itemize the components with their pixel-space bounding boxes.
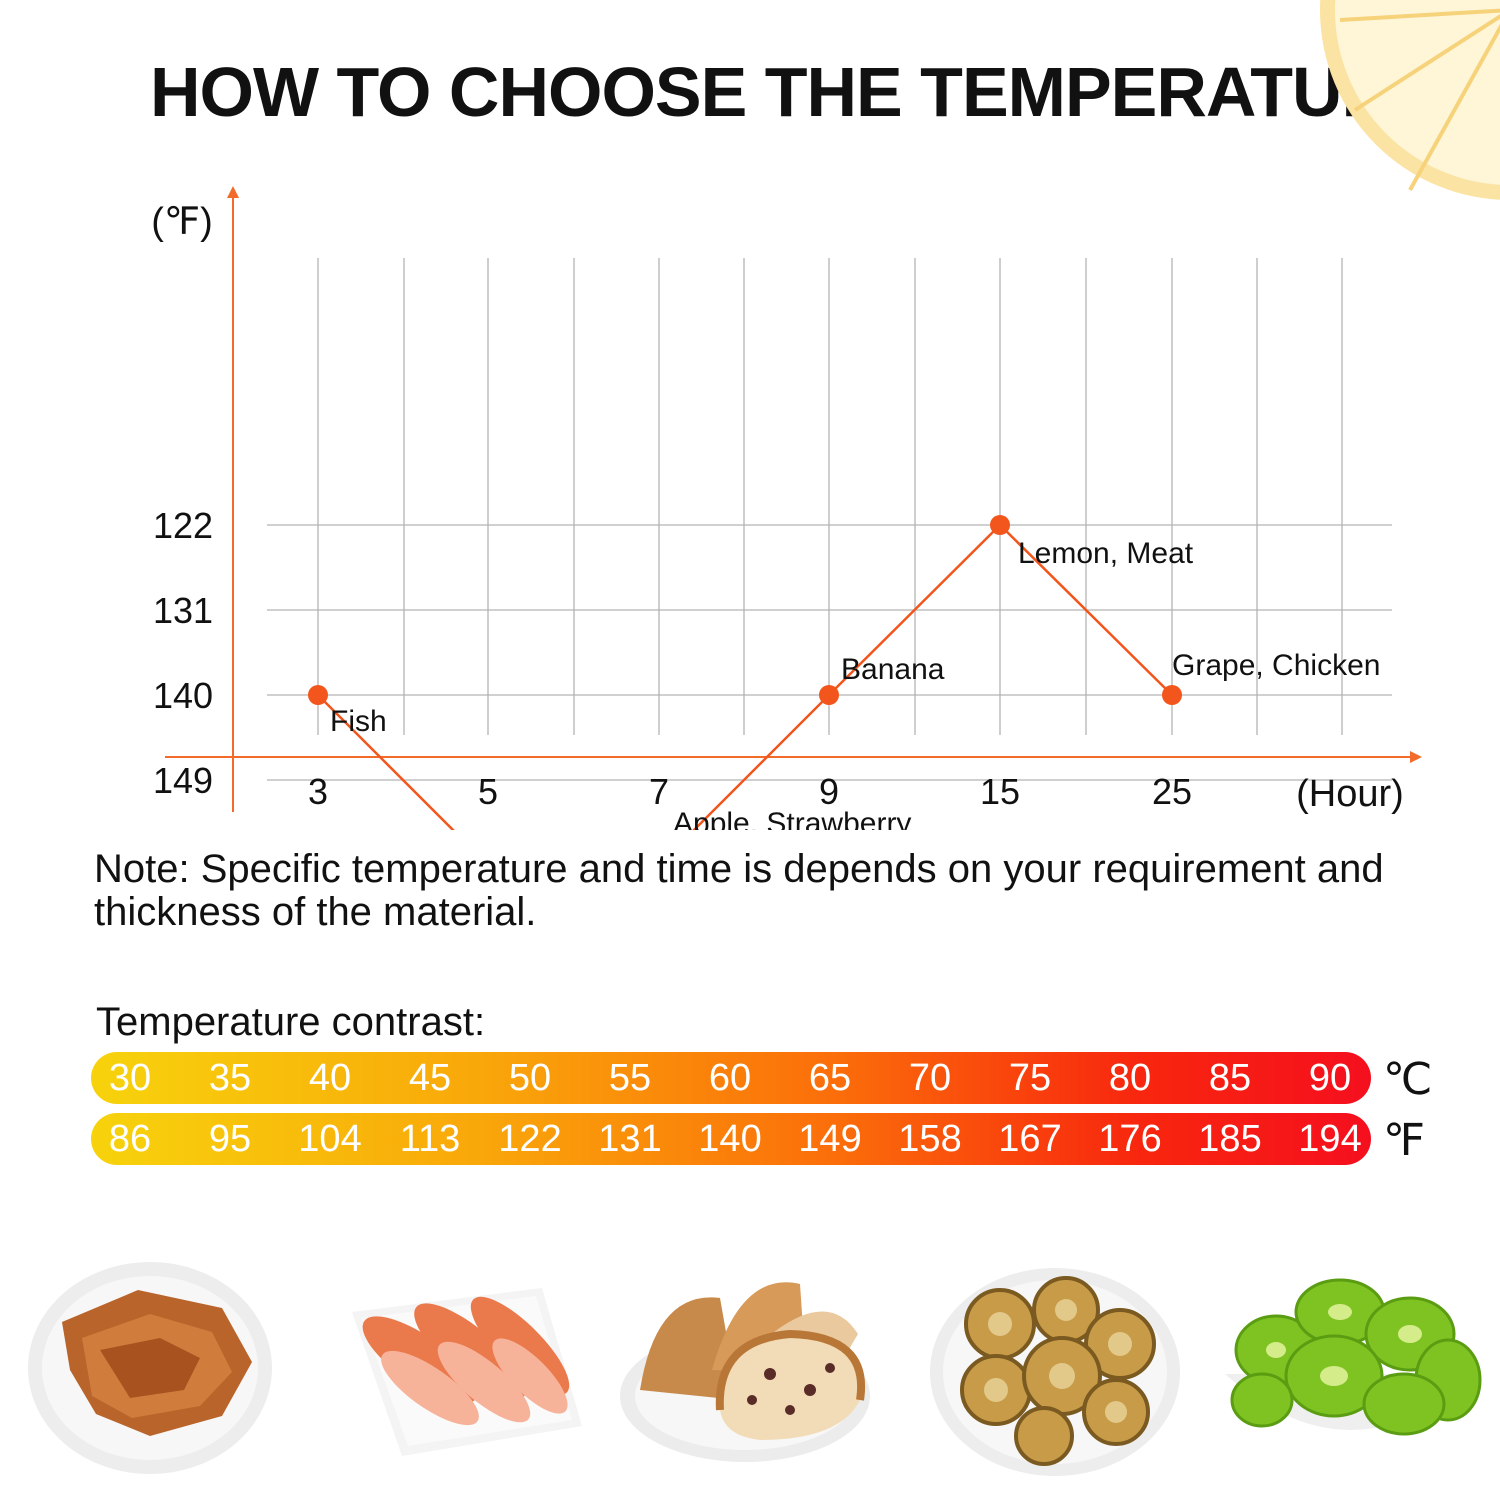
temperature-line-chart: (℉) (Hour) 12213114014915816735791525 Fi… (151, 186, 1422, 830)
fahrenheit-value: 86 (108, 1117, 152, 1160)
celsius-unit: ℃ (1383, 1055, 1433, 1104)
x-tick-label: 5 (478, 771, 498, 812)
fahrenheit-value: 95 (208, 1117, 252, 1160)
temperature-contrast-title: Temperature contrast: (96, 1000, 486, 1044)
celsius-value: 80 (1108, 1056, 1152, 1099)
x-tick-label: 15 (980, 771, 1020, 812)
celsius-value: 75 (1008, 1056, 1052, 1099)
jerky-plate-image (28, 1262, 272, 1474)
celsius-value: 55 (608, 1056, 652, 1099)
y-tick-label: 122 (153, 505, 213, 546)
dried-lemon-plate-image (930, 1268, 1180, 1476)
celsius-value: 85 (1208, 1056, 1252, 1099)
y-tick-label: 149 (153, 760, 213, 801)
celsius-value: 90 (1308, 1056, 1352, 1099)
data-point (990, 515, 1010, 535)
lemon-slice-decoration (1320, 0, 1500, 200)
celsius-value: 40 (308, 1056, 352, 1099)
y-axis-label: (℉) (151, 201, 212, 243)
celsius-value: 60 (708, 1056, 752, 1099)
celsius-value: 70 (908, 1056, 952, 1099)
fahrenheit-value: 194 (1298, 1117, 1362, 1160)
data-point-label: Lemon, Meat (1018, 537, 1194, 570)
fahrenheit-value: 185 (1198, 1117, 1262, 1160)
data-point-label: Banana (841, 653, 945, 686)
fahrenheit-scale-values: 86 95 104 113 122 131 140 149 158 167 176 185 194 (80, 1113, 1380, 1165)
x-tick-label: 7 (649, 771, 669, 812)
dried-kiwi-bowl-image (1225, 1278, 1482, 1436)
data-point (308, 685, 328, 705)
fahrenheit-unit: ℉ (1383, 1116, 1425, 1165)
fahrenheit-value: 113 (399, 1117, 461, 1160)
food-photo-row (28, 1262, 1482, 1476)
fahrenheit-value: 122 (498, 1117, 562, 1160)
data-point-label: Apple, Strawberry (673, 807, 911, 830)
y-tick-label: 140 (153, 675, 213, 716)
celsius-value: 50 (508, 1056, 552, 1099)
series-line-drying-temperature (317, 523, 1173, 830)
celsius-scale-bar (91, 1052, 1371, 1104)
fahrenheit-value: 131 (598, 1117, 662, 1160)
celsius-value: 65 (808, 1056, 852, 1099)
y-tick-label: 131 (153, 590, 213, 631)
celsius-value: 45 (408, 1056, 452, 1099)
fahrenheit-value: 104 (298, 1117, 362, 1160)
fahrenheit-value: 176 (1098, 1117, 1162, 1160)
chart-grid (267, 258, 1392, 781)
fahrenheit-value: 167 (998, 1117, 1062, 1160)
celsius-value: 35 (208, 1056, 252, 1099)
fahrenheit-scale-bar (91, 1113, 1371, 1165)
data-point (1162, 685, 1182, 705)
fahrenheit-value: 158 (898, 1117, 962, 1160)
bread-plate-image (620, 1282, 870, 1462)
page-title: HOW TO CHOOSE THE TEMPERATURE (150, 53, 1438, 131)
data-point-label: Fish (330, 705, 387, 738)
fahrenheit-value: 140 (698, 1117, 762, 1160)
note-text: Note: Specific temperature and time is d… (94, 847, 1384, 934)
shrimp-plate-image (352, 1288, 582, 1456)
x-tick-label: 9 (819, 771, 839, 812)
data-point (819, 685, 839, 705)
fahrenheit-value: 149 (798, 1117, 862, 1160)
x-tick-label: 25 (1152, 771, 1192, 812)
celsius-value: 30 (108, 1056, 152, 1099)
x-tick-label: 3 (308, 771, 328, 812)
x-axis-label: (Hour) (1296, 773, 1404, 815)
data-point-label: Grape, Chicken (1172, 649, 1380, 682)
celsius-scale-values: 30 35 40 45 50 55 60 65 70 75 80 85 90 (80, 1052, 1380, 1104)
